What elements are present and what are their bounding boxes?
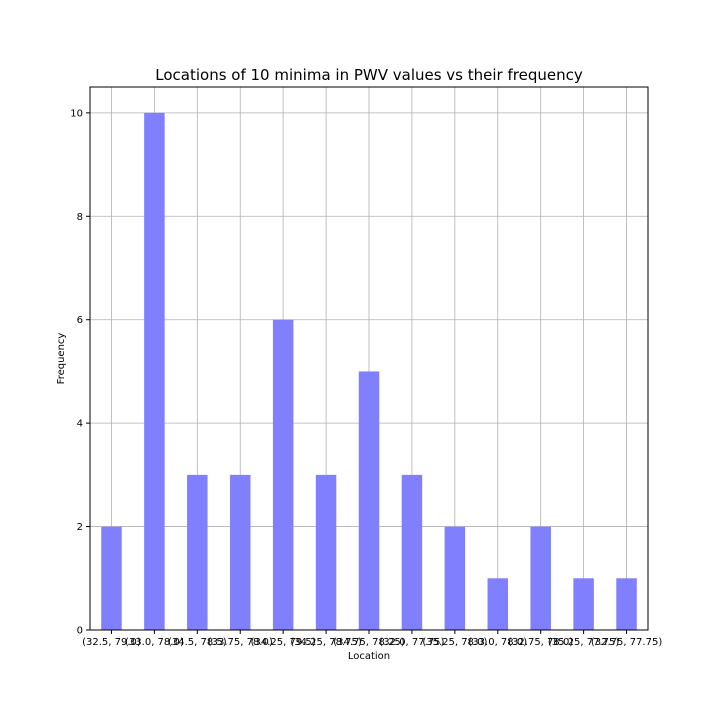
x-tick-label: (32.5, 79.0): [82, 637, 141, 648]
bar: [187, 474, 208, 630]
x-tick-label: (34.25, 78.75): [290, 637, 362, 648]
x-tick-label: (32.75, 78.0): [508, 637, 573, 648]
bar: [144, 112, 165, 631]
x-axis-ticks: (32.5, 79.0)(33.0, 78.0)(34.5, 78.5)(33.…: [82, 630, 662, 648]
y-axis-label: Frequency: [56, 333, 67, 385]
x-tick-label: (33.75, 78.0): [208, 637, 273, 648]
x-tick-label: (33.0, 78.0): [468, 637, 527, 648]
bar: [315, 474, 337, 630]
y-tick-label: 4: [77, 419, 83, 430]
chart-title: Locations of 10 minima in PWV values vs …: [155, 66, 583, 84]
x-tick-label: (34.75, 78.25): [333, 637, 405, 648]
bar: [272, 319, 294, 630]
y-tick-label: 10: [70, 108, 83, 119]
x-axis-label: Location: [348, 651, 390, 662]
x-tick-label: (32.75, 77.75): [591, 637, 663, 648]
bar: [444, 526, 466, 630]
bars: [101, 112, 637, 631]
bar: [573, 578, 594, 630]
y-tick-label: 0: [77, 626, 83, 637]
bar: [229, 474, 251, 630]
y-tick-label: 2: [77, 522, 83, 533]
y-tick-label: 8: [77, 212, 83, 223]
bar: [101, 526, 122, 630]
bar: [616, 578, 637, 630]
x-tick-label: (34.25, 79.5): [251, 637, 316, 648]
bar: [358, 371, 380, 630]
x-tick-label: (35.25, 77.75): [548, 637, 620, 648]
bar: [401, 474, 423, 630]
x-tick-label: (34.5, 78.5): [168, 637, 227, 648]
y-axis-ticks: 0 2 4 6 8 10: [70, 108, 90, 637]
bar: [530, 526, 551, 630]
x-tick-label: (35.25, 78.0): [422, 637, 487, 648]
x-tick-label: (33.0, 78.0): [125, 637, 184, 648]
y-tick-label: 6: [77, 315, 83, 326]
x-tick-label: (32.0, 77.75): [379, 637, 444, 648]
bar: [487, 578, 509, 630]
